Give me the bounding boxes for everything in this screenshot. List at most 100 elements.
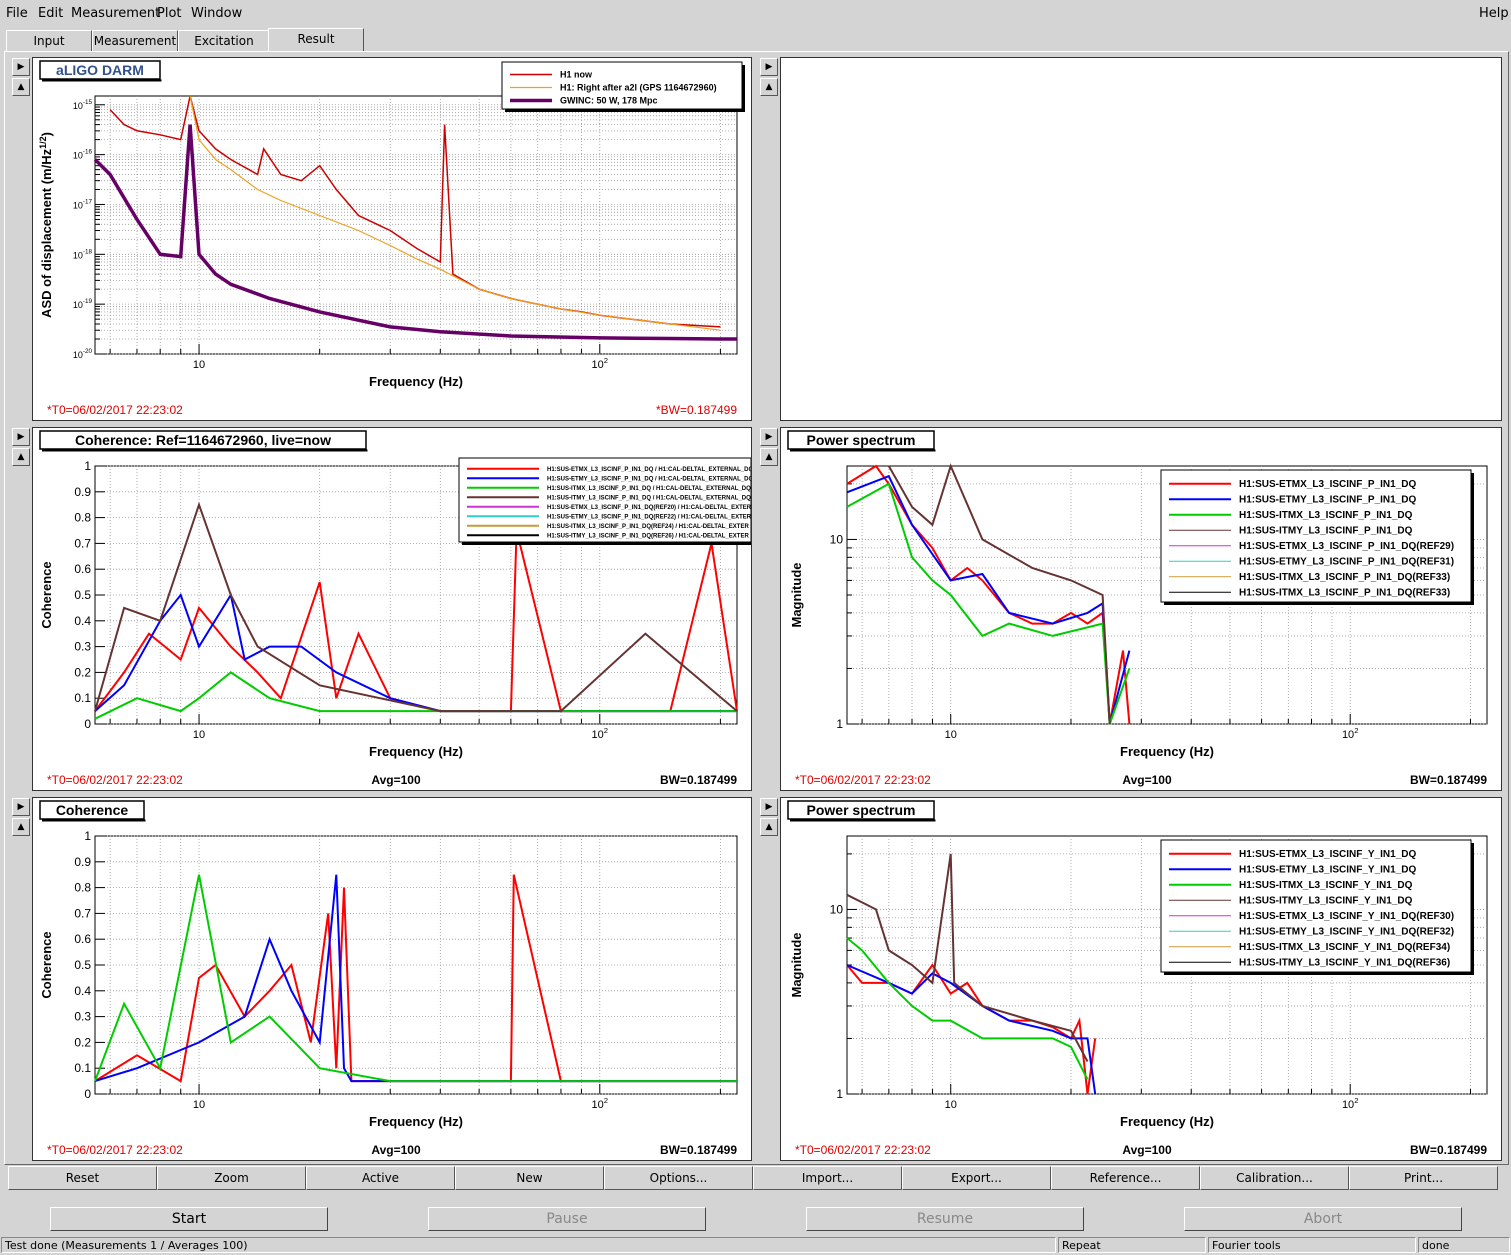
- bw-label: BW=0.187499: [1410, 773, 1487, 787]
- plot-title-box: [39, 60, 161, 80]
- y-tick-label: 0.5: [74, 958, 91, 972]
- series-line: [846, 853, 1089, 1062]
- legend-entry: H1:SUS-ETMX_L3_ISCINF_Y_IN1_DQ(REF30): [1239, 911, 1454, 922]
- coherence-p-plot-pad[interactable]: 1 0.9 0.8 0.7 0.6 0.5 0.4 0.3 0.2 0.1 0 10 102 Freque…: [32, 427, 752, 791]
- right-arrow-icon[interactable]: ▶: [760, 428, 778, 446]
- y-tick-label: 0.9: [74, 485, 91, 499]
- status-fourier: Fourier tools: [1208, 1237, 1416, 1253]
- new-button[interactable]: New: [455, 1166, 604, 1190]
- import-button[interactable]: Import...: [753, 1166, 902, 1190]
- t0-label: *T0=06/02/2017 22:23:02: [795, 1143, 931, 1157]
- plot-title: Coherence: Ref=1164672960, live=now: [75, 432, 331, 448]
- series-line: [93, 124, 737, 341]
- power-spectrum-p-plot-pad[interactable]: 10 1 10 102 Frequency (Hz) Magnitude *T0=06/02…: [780, 427, 1502, 791]
- y-axis-label: Coherence: [39, 931, 54, 998]
- tab-measurement[interactable]: Measurement: [92, 30, 178, 51]
- y-tick-label: 0.6: [74, 562, 91, 576]
- status-repeat: Repeat: [1058, 1237, 1206, 1253]
- x-tick-label: 102: [1342, 726, 1359, 741]
- t0-label: *T0=06/02/2017 22:23:02: [795, 773, 931, 787]
- y-tick-label: 0: [84, 717, 91, 731]
- menu-help[interactable]: Help: [1479, 6, 1509, 21]
- legend-entry: H1:SUS-ITMY_L3_ISCINF_P_IN1_DQ / H1:CAL-…: [547, 495, 751, 501]
- plot-title: Power spectrum: [807, 432, 916, 448]
- tab-excitation[interactable]: Excitation: [178, 30, 270, 51]
- tab-input[interactable]: Input: [6, 30, 92, 51]
- bw-label: *BW=0.187499: [656, 403, 737, 417]
- up-arrow-icon[interactable]: ▲: [760, 448, 778, 466]
- bw-label: BW=0.187499: [1410, 1143, 1487, 1157]
- darm-plot[interactable]: 10-15 10-16 10-17 10-18 10-19 10-20 10 102 Frequ…: [33, 58, 751, 420]
- coherence-y-plot[interactable]: 1 0.9 0.8 0.7 0.6 0.5 0.4 0.3 0.2 0.1 0 10 102 Freque…: [33, 798, 751, 1160]
- power-spectrum-y-plot-pad[interactable]: 10 1 10 102 Frequency (Hz) Magnitude *T0=06/02…: [780, 797, 1502, 1161]
- menu-window[interactable]: Window: [191, 6, 243, 21]
- legend-entry: H1:SUS-ETMX_L3_ISCINF_P_IN1_DQ(REF20) / …: [547, 505, 751, 511]
- legend-entry: H1:SUS-ITMY_L3_ISCINF_P_IN1_DQ: [1239, 526, 1413, 537]
- y-tick-label: 0: [84, 1087, 91, 1101]
- up-arrow-icon[interactable]: ▲: [12, 448, 30, 466]
- y-tick-label: 0.1: [74, 1061, 91, 1075]
- reset-button[interactable]: Reset: [8, 1166, 157, 1190]
- bw-label: BW=0.187499: [660, 1143, 737, 1157]
- active-button[interactable]: Active: [306, 1166, 455, 1190]
- right-arrow-icon[interactable]: ▶: [760, 798, 778, 816]
- tab-result[interactable]: Result: [268, 28, 364, 51]
- empty-plot-pad[interactable]: [780, 57, 1502, 421]
- coherence-p-plot[interactable]: 1 0.9 0.8 0.7 0.6 0.5 0.4 0.3 0.2 0.1 0 10 102 Freque…: [33, 428, 751, 790]
- menu-measurement[interactable]: Measurement: [71, 6, 161, 21]
- power-spectrum-y-plot[interactable]: 10 1 10 102 Frequency (Hz) Magnitude *T0=06/02…: [781, 798, 1501, 1160]
- menu-edit[interactable]: Edit: [38, 6, 64, 21]
- export-button[interactable]: Export...: [902, 1166, 1051, 1190]
- up-arrow-icon[interactable]: ▲: [760, 818, 778, 836]
- reference-button[interactable]: Reference...: [1051, 1166, 1200, 1190]
- up-arrow-icon[interactable]: ▲: [760, 78, 778, 96]
- menu-file[interactable]: File: [6, 6, 28, 21]
- up-arrow-icon[interactable]: ▲: [12, 78, 30, 96]
- right-arrow-icon[interactable]: ▶: [760, 58, 778, 76]
- bw-label: BW=0.187499: [660, 773, 737, 787]
- legend-entry: H1:SUS-ETMX_L3_ISCINF_P_IN1_DQ / H1:CAL-…: [547, 467, 751, 473]
- right-arrow-icon[interactable]: ▶: [12, 428, 30, 446]
- zoom-button[interactable]: Zoom: [157, 1166, 306, 1190]
- y-tick-label: 10: [830, 532, 844, 546]
- legend-entry: H1:SUS-ETMY_L3_ISCINF_Y_IN1_DQ(REF32): [1239, 927, 1454, 938]
- legend-entry: H1:SUS-ETMY_L3_ISCINF_P_IN1_DQ(REF31): [1239, 557, 1454, 568]
- power-spectrum-p-plot[interactable]: 10 1 10 102 Frequency (Hz) Magnitude *T0=06/02…: [781, 428, 1501, 790]
- legend-entry: H1:SUS-ETMY_L3_ISCINF_P_IN1_DQ: [1239, 495, 1416, 506]
- right-arrow-icon[interactable]: ▶: [12, 798, 30, 816]
- options-button[interactable]: Options...: [604, 1166, 753, 1190]
- y-tick-label: 0.8: [74, 511, 91, 525]
- x-axis-label: Frequency (Hz): [369, 1114, 463, 1129]
- legend-entry: H1:SUS-ETMY_L3_ISCINF_P_IN1_DQ(REF22) / …: [547, 514, 751, 520]
- x-tick-label: 10: [193, 1099, 205, 1111]
- legend-entry: H1:SUS-ITMX_L3_ISCINF_P_IN1_DQ(REF24) / …: [547, 524, 749, 530]
- darm-plot-pad[interactable]: 10-15 10-16 10-17 10-18 10-19 10-20 10 102 Frequ…: [32, 57, 752, 421]
- x-tick-label: 102: [592, 1096, 609, 1111]
- legend-box: [458, 457, 751, 543]
- resume-button[interactable]: Resume: [806, 1207, 1084, 1231]
- x-tick-label: 102: [592, 726, 609, 741]
- pause-button[interactable]: Pause: [428, 1207, 706, 1231]
- status-bar: Test done (Measurements 1 / Averages 100…: [0, 1236, 1511, 1255]
- y-tick-label: 0.3: [74, 640, 91, 654]
- coherence-y-plot-pad[interactable]: 1 0.9 0.8 0.7 0.6 0.5 0.4 0.3 0.2 0.1 0 10 102 Freque…: [32, 797, 752, 1161]
- right-arrow-icon[interactable]: ▶: [12, 58, 30, 76]
- y-axis-label: ASD of displacement (m/Hz1/2): [38, 132, 54, 318]
- print-button[interactable]: Print...: [1349, 1166, 1498, 1190]
- up-arrow-icon[interactable]: ▲: [12, 818, 30, 836]
- series-line: [189, 95, 721, 331]
- series-line: [846, 482, 1131, 725]
- legend-entry: H1:SUS-ITMY_L3_ISCINF_Y_IN1_DQ: [1239, 896, 1413, 907]
- legend-box: [1160, 839, 1472, 973]
- plot-title: Power spectrum: [807, 802, 916, 818]
- legend-entry: H1:SUS-ITMX_L3_ISCINF_P_IN1_DQ(REF33): [1239, 588, 1450, 599]
- status-state: done: [1418, 1237, 1510, 1253]
- start-button[interactable]: Start: [50, 1207, 328, 1231]
- y-tick-label: 10-17: [73, 198, 93, 210]
- y-tick-label: 0.7: [74, 536, 91, 550]
- abort-button[interactable]: Abort: [1184, 1207, 1462, 1231]
- calibration-button[interactable]: Calibration...: [1200, 1166, 1349, 1190]
- menu-plot[interactable]: Plot: [157, 6, 182, 21]
- y-tick-label: 0.5: [74, 588, 91, 602]
- legend-entry: H1:SUS-ITMX_L3_ISCINF_Y_IN1_DQ(REF34): [1239, 942, 1450, 953]
